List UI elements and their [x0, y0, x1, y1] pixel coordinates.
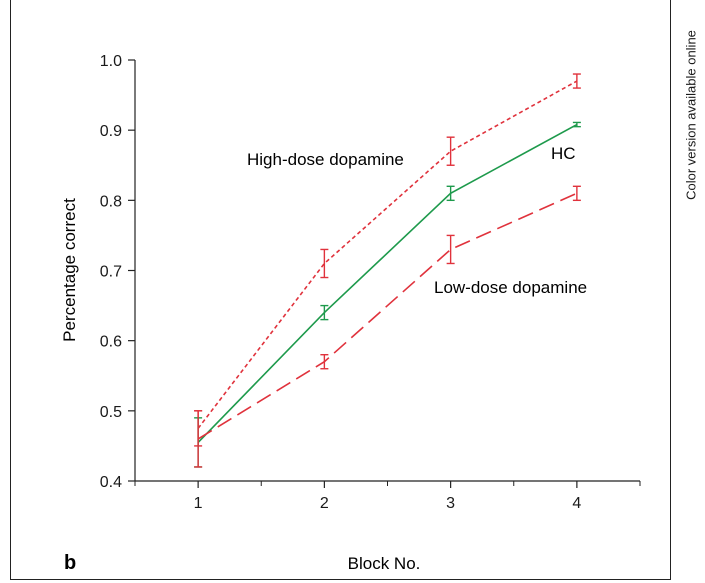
y-tick-label: 0.5	[100, 404, 122, 421]
y-tick-label: 0.9	[100, 123, 122, 140]
x-tick-label: 3	[446, 495, 455, 512]
y-tick-label: 0.4	[100, 474, 122, 491]
figure-frame	[10, 0, 671, 580]
series-line-hc	[197, 123, 578, 443]
plot-area	[194, 73, 581, 468]
y-tick-label: 1.0	[100, 53, 122, 70]
series-line-high-dose-dopamine	[197, 80, 578, 429]
y-tick-label: 0.6	[100, 334, 122, 351]
y-tick-label: 0.8	[100, 193, 122, 210]
panel-label: b	[64, 552, 76, 574]
error-bar	[446, 185, 455, 202]
x-tick-label: 1	[194, 495, 203, 512]
error-bar	[572, 121, 581, 128]
x-axis-label: Block No.	[348, 554, 421, 573]
error-bar	[320, 354, 329, 370]
side-note: Color version available online	[678, 0, 704, 230]
side-note-text: Color version available online	[683, 30, 699, 200]
error-bar	[572, 73, 581, 89]
annotation-hc: HC	[551, 144, 576, 163]
error-bar	[446, 136, 455, 166]
error-bar	[320, 248, 329, 279]
error-bar	[194, 410, 203, 468]
x-tick-label: 2	[320, 495, 329, 512]
y-tick-label: 0.7	[100, 264, 122, 281]
error-bar	[446, 234, 455, 265]
axes: 0.4 0.5 0.6 0.7 0.8 0.9 1.0 1 2 3 4	[100, 53, 641, 512]
y-axis-label: Percentage correct	[60, 198, 79, 342]
annotation-low-dose: Low-dose dopamine	[434, 278, 587, 297]
error-bar	[320, 304, 329, 321]
x-tick-label: 4	[572, 495, 581, 512]
series-line-low-dose-dopamine	[197, 192, 578, 440]
annotation-high-dose: High-dose dopamine	[247, 150, 404, 169]
error-bar	[572, 185, 581, 202]
